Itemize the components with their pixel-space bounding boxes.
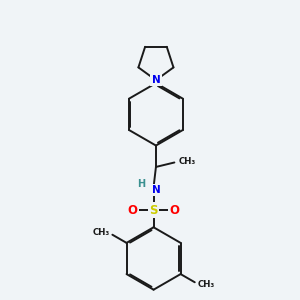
Text: CH₃: CH₃ xyxy=(178,157,196,166)
Text: CH₃: CH₃ xyxy=(92,228,110,237)
Text: CH₃: CH₃ xyxy=(197,280,215,289)
Text: H: H xyxy=(137,179,145,189)
Text: N: N xyxy=(152,75,160,85)
Text: S: S xyxy=(149,204,158,217)
Text: N: N xyxy=(152,185,160,195)
Text: O: O xyxy=(169,204,179,217)
Text: O: O xyxy=(128,204,138,217)
